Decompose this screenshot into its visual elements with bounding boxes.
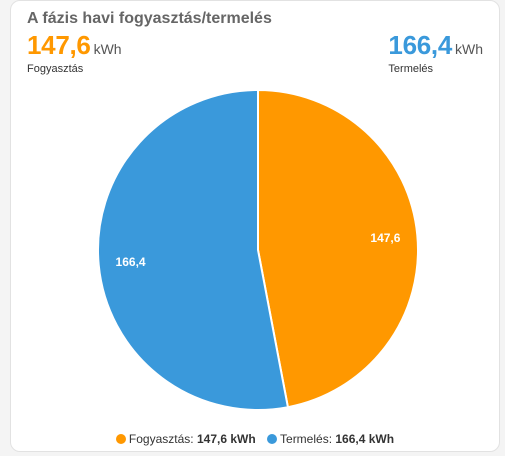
production-unit: kWh — [455, 41, 483, 57]
slice-label-production: 166,4 — [116, 255, 146, 269]
energy-card: A fázis havi fogyasztás/termelés 147,6 kW… — [10, 0, 500, 452]
legend-value-production: 166,4 kWh — [335, 432, 395, 446]
production-value: 166,4 — [388, 30, 452, 60]
consumption-stat[interactable]: 147,6 kWh Fogyasztás — [27, 30, 122, 75]
legend-label-production: Termelés: — [280, 432, 333, 446]
chart-legend: Fogyasztás: 147,6 kWh Termelés: 166,4 kW… — [11, 432, 499, 446]
legend-item-production[interactable]: Termelés: 166,4 kWh — [267, 432, 394, 446]
consumption-value: 147,6 — [27, 30, 91, 60]
legend-marker-consumption — [115, 434, 126, 444]
production-label: Termelés — [388, 63, 434, 75]
card-title: A fázis havi fogyasztás/termelés — [27, 10, 272, 27]
pie-chart: 147,6 166,4 — [97, 88, 419, 411]
slice-production[interactable] — [97, 88, 290, 411]
legend-label-consumption: Fogyasztás: — [128, 432, 194, 446]
consumption-label: Fogyasztás — [27, 63, 84, 75]
legend-marker-production — [267, 434, 278, 444]
legend-value-consumption: 147,6 kWh — [196, 432, 256, 446]
consumption-unit: kWh — [93, 41, 122, 57]
slice-consumption[interactable] — [257, 88, 419, 409]
legend-item-consumption[interactable]: Fogyasztás: 147,6 kWh — [115, 432, 256, 446]
production-stat[interactable]: 166,4 kWh Termelés — [388, 30, 483, 75]
slice-label-consumption: 147,6 — [370, 231, 400, 245]
